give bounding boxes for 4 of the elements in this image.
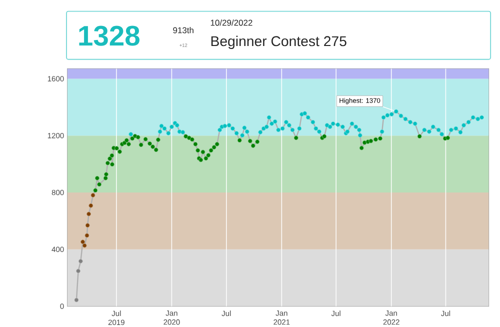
text: 913th (173, 27, 194, 34)
chart-title: Beginner Contest 275 (211, 36, 346, 49)
text: 1328 (79, 26, 140, 46)
chart-subtitle: 10/29/2022 (210, 19, 252, 26)
